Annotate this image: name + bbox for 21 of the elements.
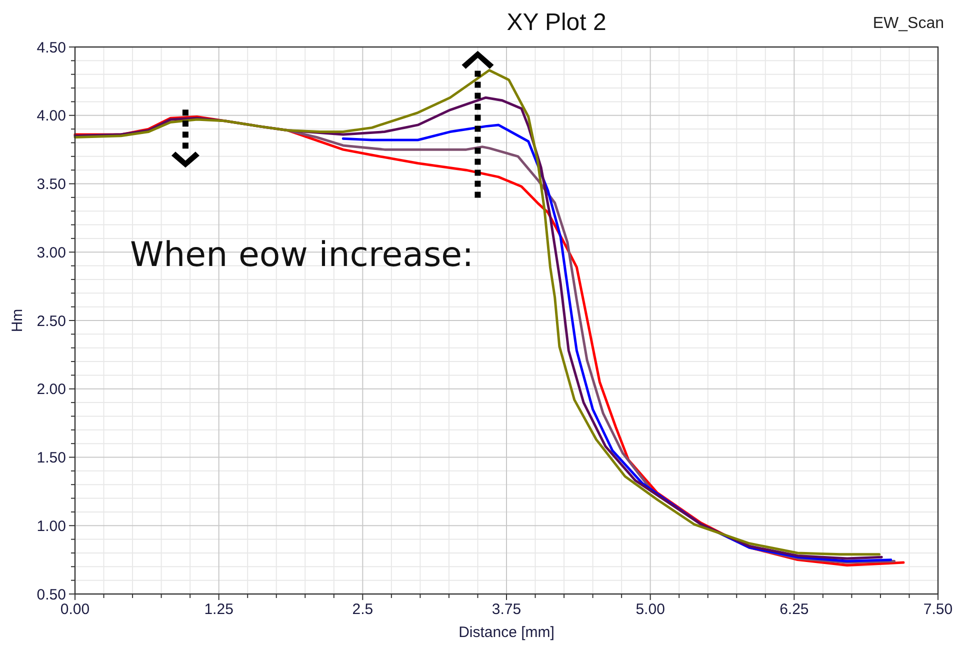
x-tick-label: 5.00 — [636, 601, 665, 618]
y-tick-label: 1.00 — [36, 518, 66, 535]
x-tick-label: 2.5 — [352, 601, 374, 618]
y-tick-label: 2.50 — [36, 312, 66, 330]
x-tick-label: 7.50 — [923, 601, 953, 618]
x-tick-label: 0.00 — [60, 601, 90, 618]
x-tick-label: 6.25 — [780, 601, 809, 618]
x-tick-label: 1.25 — [204, 601, 234, 618]
y-tick-label: 0.50 — [36, 586, 66, 604]
y-tick-label: 4.00 — [36, 108, 66, 125]
x-axis-title: Distance [mm] — [458, 624, 554, 641]
y-tick-label: 1.50 — [36, 450, 66, 466]
y-tick-label: 4.50 — [36, 39, 66, 56]
legend-title: EW_Scan — [872, 15, 944, 32]
chart-title: XY Plot 2 — [506, 9, 606, 36]
y-tick-label: 2.00 — [36, 381, 66, 398]
y-tick-label: 3.00 — [36, 244, 66, 262]
annotation: When eow increase: — [130, 234, 474, 275]
x-tick-label: 3.75 — [492, 601, 522, 618]
y-tick-label: 3.50 — [36, 176, 66, 193]
y-axis-title: Hm — [9, 308, 26, 332]
